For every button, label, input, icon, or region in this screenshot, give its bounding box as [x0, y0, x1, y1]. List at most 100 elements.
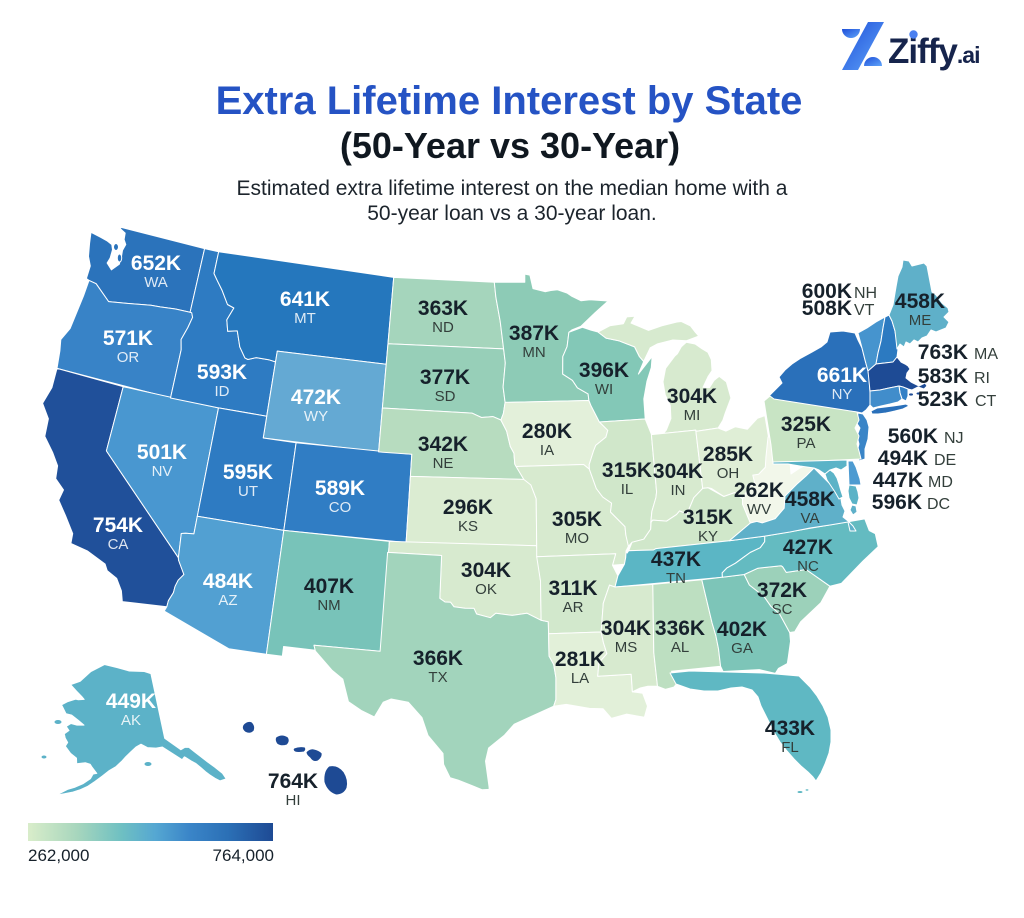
svg-text:372K: 372K — [757, 579, 807, 602]
svg-text:641K: 641K — [280, 288, 330, 311]
svg-text:IL: IL — [621, 481, 634, 498]
svg-text:MO: MO — [565, 530, 589, 547]
svg-text:WY: WY — [304, 408, 328, 425]
svg-text:363K: 363K — [418, 297, 468, 320]
svg-text:SC: SC — [772, 601, 793, 618]
svg-text:AZ: AZ — [218, 592, 237, 609]
svg-text:315K: 315K — [683, 506, 733, 529]
svg-text:AR: AR — [563, 599, 584, 616]
svg-text:652K: 652K — [131, 252, 181, 275]
svg-text:AK: AK — [121, 712, 141, 729]
svg-text:387K: 387K — [509, 322, 559, 345]
svg-text:MA: MA — [974, 346, 998, 363]
svg-text:437K: 437K — [651, 548, 701, 571]
svg-text:WV: WV — [747, 501, 771, 518]
svg-text:SD: SD — [435, 388, 456, 405]
svg-text:304K: 304K — [667, 385, 717, 408]
svg-text:KY: KY — [698, 528, 718, 545]
svg-text:MT: MT — [294, 310, 316, 327]
svg-text:377K: 377K — [420, 366, 470, 389]
svg-text:ID: ID — [215, 383, 230, 400]
svg-text:304K: 304K — [461, 559, 511, 582]
svg-text:571K: 571K — [103, 327, 153, 350]
svg-text:NJ: NJ — [944, 430, 964, 447]
svg-text:583K: 583K — [918, 365, 968, 388]
svg-text:DE: DE — [934, 452, 956, 469]
svg-text:304K: 304K — [653, 460, 703, 483]
svg-text:595K: 595K — [223, 461, 273, 484]
svg-text:GA: GA — [731, 640, 753, 657]
svg-text:OH: OH — [717, 465, 740, 482]
svg-text:560K: 560K — [888, 425, 938, 448]
svg-text:IN: IN — [671, 482, 686, 499]
svg-text:KS: KS — [458, 518, 478, 535]
svg-text:NV: NV — [152, 463, 173, 480]
svg-text:458K: 458K — [895, 290, 945, 313]
svg-text:305K: 305K — [552, 508, 602, 531]
svg-text:764,000: 764,000 — [213, 846, 274, 865]
svg-text:661K: 661K — [817, 364, 867, 387]
svg-text:427K: 427K — [783, 536, 833, 559]
svg-text:285K: 285K — [703, 443, 753, 466]
svg-text:596K: 596K — [872, 491, 922, 514]
svg-text:501K: 501K — [137, 441, 187, 464]
svg-text:OK: OK — [475, 581, 497, 598]
svg-text:NY: NY — [832, 386, 853, 403]
svg-text:280K: 280K — [522, 420, 572, 443]
svg-text:PA: PA — [797, 435, 816, 452]
svg-text:VA: VA — [801, 510, 820, 527]
svg-text:Ziffy.ai: Ziffy.ai — [888, 32, 979, 71]
svg-text:IA: IA — [540, 442, 554, 459]
svg-text:RI: RI — [974, 370, 990, 387]
svg-text:281K: 281K — [555, 648, 605, 671]
svg-text:(50-Year vs 30-Year): (50-Year vs 30-Year) — [340, 125, 680, 166]
svg-text:AL: AL — [671, 639, 689, 656]
svg-text:402K: 402K — [717, 618, 767, 641]
svg-text:OR: OR — [117, 349, 140, 366]
svg-text:TX: TX — [428, 669, 447, 686]
svg-text:593K: 593K — [197, 361, 247, 384]
svg-text:NE: NE — [433, 455, 454, 472]
svg-text:MS: MS — [615, 639, 638, 656]
svg-text:Estimated extra lifetime inter: Estimated extra lifetime interest on the… — [237, 177, 788, 200]
svg-text:754K: 754K — [93, 514, 143, 537]
svg-text:NM: NM — [317, 597, 340, 614]
svg-text:433K: 433K — [765, 717, 815, 740]
svg-text:CT: CT — [975, 393, 997, 410]
svg-text:MN: MN — [522, 344, 545, 361]
svg-text:336K: 336K — [655, 617, 705, 640]
svg-text:50-year loan vs a 30-year loan: 50-year loan vs a 30-year loan. — [367, 202, 657, 225]
svg-text:VT: VT — [854, 302, 875, 319]
svg-text:MD: MD — [928, 474, 953, 491]
svg-text:LA: LA — [571, 670, 589, 687]
svg-text:458K: 458K — [785, 488, 835, 511]
svg-text:342K: 342K — [418, 433, 468, 456]
svg-text:ME: ME — [909, 312, 932, 329]
svg-text:FL: FL — [781, 739, 799, 756]
svg-text:304K: 304K — [601, 617, 651, 640]
svg-text:447K: 447K — [873, 469, 923, 492]
svg-text:MI: MI — [684, 407, 701, 424]
svg-text:472K: 472K — [291, 386, 341, 409]
svg-text:Extra Lifetime Interest by Sta: Extra Lifetime Interest by State — [216, 79, 803, 123]
svg-text:311K: 311K — [548, 577, 597, 600]
svg-text:315K: 315K — [602, 459, 652, 482]
svg-text:UT: UT — [238, 483, 258, 500]
svg-text:589K: 589K — [315, 477, 365, 500]
svg-text:CA: CA — [108, 536, 129, 553]
svg-text:262K: 262K — [734, 479, 784, 502]
svg-text:296K: 296K — [443, 496, 493, 519]
svg-text:NC: NC — [797, 558, 819, 575]
svg-text:WA: WA — [144, 274, 168, 291]
svg-text:407K: 407K — [304, 575, 354, 598]
svg-text:WI: WI — [595, 381, 613, 398]
svg-text:325K: 325K — [781, 413, 831, 436]
svg-text:DC: DC — [927, 496, 950, 513]
svg-text:494K: 494K — [878, 447, 928, 470]
svg-text:HI: HI — [286, 792, 301, 809]
svg-text:262,000: 262,000 — [28, 846, 89, 865]
svg-text:484K: 484K — [203, 570, 253, 593]
svg-text:366K: 366K — [413, 647, 463, 670]
svg-text:TN: TN — [666, 570, 686, 587]
svg-text:ND: ND — [432, 319, 454, 336]
